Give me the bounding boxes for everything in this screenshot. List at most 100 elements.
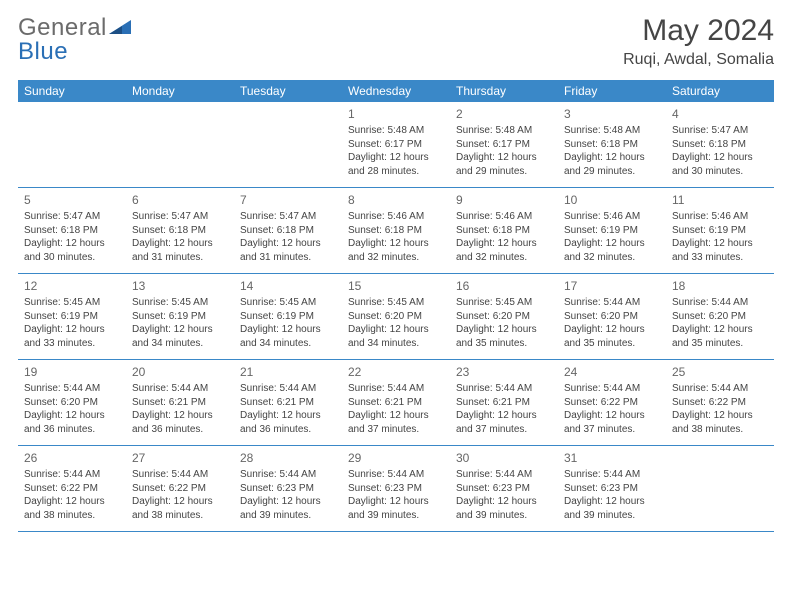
sunset-line: Sunset: 6:17 PM xyxy=(456,138,552,152)
day-number: 21 xyxy=(240,364,336,380)
day-cell: 8 Sunrise: 5:46 AMSunset: 6:18 PMDaylight… xyxy=(342,188,450,273)
day-cell: 11Sunrise: 5:46 AMSunset: 6:19 PMDayligh… xyxy=(666,188,774,273)
day-number: 19 xyxy=(24,364,120,380)
sunrise-line: Sunrise: 5:44 AM xyxy=(24,468,120,482)
day-cell: 15Sunrise: 5:45 AMSunset: 6:20 PMDayligh… xyxy=(342,274,450,359)
weekday-header: Thursday xyxy=(450,84,558,98)
day-cell: 31Sunrise: 5:44 AMSunset: 6:23 PMDayligh… xyxy=(558,446,666,531)
daylight-line: Daylight: 12 hours and 30 minutes. xyxy=(672,151,768,178)
sunset-line: Sunset: 6:23 PM xyxy=(456,482,552,496)
sunrise-line: Sunrise: 5:44 AM xyxy=(132,468,228,482)
day-cell: 25Sunrise: 5:44 AMSunset: 6:22 PMDayligh… xyxy=(666,360,774,445)
day-number: 20 xyxy=(132,364,228,380)
sunset-line: Sunset: 6:21 PM xyxy=(240,396,336,410)
daylight-line: Daylight: 12 hours and 34 minutes. xyxy=(348,323,444,350)
day-cell: 1Sunrise: 5:48 AMSunset: 6:17 PMDaylight… xyxy=(342,102,450,187)
sunrise-line: Sunrise: 5:46 AM xyxy=(348,210,444,224)
day-cell: 20Sunrise: 5:44 AMSunset: 6:21 PMDayligh… xyxy=(126,360,234,445)
sunrise-line: Sunrise: 5:44 AM xyxy=(24,382,120,396)
sunset-line: Sunset: 6:23 PM xyxy=(564,482,660,496)
day-cell-empty xyxy=(18,102,126,187)
day-cell: 14Sunrise: 5:45 AMSunset: 6:19 PMDayligh… xyxy=(234,274,342,359)
daylight-line: Daylight: 12 hours and 30 minutes. xyxy=(24,237,120,264)
daylight-line: Daylight: 12 hours and 29 minutes. xyxy=(564,151,660,178)
day-number: 23 xyxy=(456,364,552,380)
sunrise-line: Sunrise: 5:45 AM xyxy=(132,296,228,310)
day-cell: 12Sunrise: 5:45 AMSunset: 6:19 PMDayligh… xyxy=(18,274,126,359)
sunrise-line: Sunrise: 5:44 AM xyxy=(564,382,660,396)
daylight-line: Daylight: 12 hours and 28 minutes. xyxy=(348,151,444,178)
daylight-line: Daylight: 12 hours and 39 minutes. xyxy=(240,495,336,522)
daylight-line: Daylight: 12 hours and 34 minutes. xyxy=(240,323,336,350)
day-cell: 23Sunrise: 5:44 AMSunset: 6:21 PMDayligh… xyxy=(450,360,558,445)
day-number: 14 xyxy=(240,278,336,294)
day-number: 22 xyxy=(348,364,444,380)
day-cell: 2Sunrise: 5:48 AMSunset: 6:17 PMDaylight… xyxy=(450,102,558,187)
sunrise-line: Sunrise: 5:44 AM xyxy=(240,382,336,396)
sunset-line: Sunset: 6:18 PM xyxy=(672,138,768,152)
day-cell: 17Sunrise: 5:44 AMSunset: 6:20 PMDayligh… xyxy=(558,274,666,359)
sunset-line: Sunset: 6:19 PM xyxy=(672,224,768,238)
sunrise-line: Sunrise: 5:45 AM xyxy=(240,296,336,310)
calendar: SundayMondayTuesdayWednesdayThursdayFrid… xyxy=(18,80,774,532)
daylight-line: Daylight: 12 hours and 36 minutes. xyxy=(132,409,228,436)
day-number: 30 xyxy=(456,450,552,466)
daylight-line: Daylight: 12 hours and 29 minutes. xyxy=(456,151,552,178)
title-block: May 2024 Ruqi, Awdal, Somalia xyxy=(623,14,774,69)
daylight-line: Daylight: 12 hours and 32 minutes. xyxy=(348,237,444,264)
brand-text-1: General xyxy=(18,14,107,41)
daylight-line: Daylight: 12 hours and 36 minutes. xyxy=(24,409,120,436)
day-number: 1 xyxy=(348,106,444,122)
sunset-line: Sunset: 6:21 PM xyxy=(456,396,552,410)
weekday-header: Tuesday xyxy=(234,84,342,98)
location-subtitle: Ruqi, Awdal, Somalia xyxy=(623,51,774,69)
sunset-line: Sunset: 6:20 PM xyxy=(24,396,120,410)
day-number: 18 xyxy=(672,278,768,294)
day-number: 8 xyxy=(348,192,444,208)
sunset-line: Sunset: 6:22 PM xyxy=(24,482,120,496)
header: GeneralBlue May 2024 Ruqi, Awdal, Somali… xyxy=(18,14,774,76)
day-cell: 21Sunrise: 5:44 AMSunset: 6:21 PMDayligh… xyxy=(234,360,342,445)
sunrise-line: Sunrise: 5:44 AM xyxy=(564,468,660,482)
day-number: 28 xyxy=(240,450,336,466)
day-number: 2 xyxy=(456,106,552,122)
day-cell: 18Sunrise: 5:44 AMSunset: 6:20 PMDayligh… xyxy=(666,274,774,359)
sunrise-line: Sunrise: 5:44 AM xyxy=(132,382,228,396)
daylight-line: Daylight: 12 hours and 31 minutes. xyxy=(132,237,228,264)
day-cell: 4Sunrise: 5:47 AMSunset: 6:18 PMDaylight… xyxy=(666,102,774,187)
sunrise-line: Sunrise: 5:46 AM xyxy=(564,210,660,224)
weekday-header: Wednesday xyxy=(342,84,450,98)
sunset-line: Sunset: 6:20 PM xyxy=(348,310,444,324)
weekday-header-row: SundayMondayTuesdayWednesdayThursdayFrid… xyxy=(18,80,774,102)
week-row: 1Sunrise: 5:48 AMSunset: 6:17 PMDaylight… xyxy=(18,102,774,188)
sunset-line: Sunset: 6:19 PM xyxy=(24,310,120,324)
sunset-line: Sunset: 6:23 PM xyxy=(240,482,336,496)
day-cell: 29Sunrise: 5:44 AMSunset: 6:23 PMDayligh… xyxy=(342,446,450,531)
day-number: 17 xyxy=(564,278,660,294)
daylight-line: Daylight: 12 hours and 35 minutes. xyxy=(564,323,660,350)
sunset-line: Sunset: 6:18 PM xyxy=(348,224,444,238)
day-number: 25 xyxy=(672,364,768,380)
daylight-line: Daylight: 12 hours and 37 minutes. xyxy=(456,409,552,436)
daylight-line: Daylight: 12 hours and 31 minutes. xyxy=(240,237,336,264)
day-cell: 13Sunrise: 5:45 AMSunset: 6:19 PMDayligh… xyxy=(126,274,234,359)
brand-text: GeneralBlue xyxy=(18,16,131,64)
week-row: 26Sunrise: 5:44 AMSunset: 6:22 PMDayligh… xyxy=(18,446,774,532)
sunset-line: Sunset: 6:20 PM xyxy=(672,310,768,324)
sunset-line: Sunset: 6:20 PM xyxy=(456,310,552,324)
sunrise-line: Sunrise: 5:47 AM xyxy=(24,210,120,224)
sunset-line: Sunset: 6:17 PM xyxy=(348,138,444,152)
weekday-header: Saturday xyxy=(666,84,774,98)
sunset-line: Sunset: 6:18 PM xyxy=(240,224,336,238)
sunrise-line: Sunrise: 5:44 AM xyxy=(672,382,768,396)
daylight-line: Daylight: 12 hours and 32 minutes. xyxy=(564,237,660,264)
sunset-line: Sunset: 6:19 PM xyxy=(564,224,660,238)
sunrise-line: Sunrise: 5:46 AM xyxy=(456,210,552,224)
daylight-line: Daylight: 12 hours and 38 minutes. xyxy=(672,409,768,436)
day-cell-empty xyxy=(666,446,774,531)
daylight-line: Daylight: 12 hours and 33 minutes. xyxy=(672,237,768,264)
sunset-line: Sunset: 6:18 PM xyxy=(132,224,228,238)
week-row: 12Sunrise: 5:45 AMSunset: 6:19 PMDayligh… xyxy=(18,274,774,360)
sunrise-line: Sunrise: 5:44 AM xyxy=(564,296,660,310)
day-number: 10 xyxy=(564,192,660,208)
